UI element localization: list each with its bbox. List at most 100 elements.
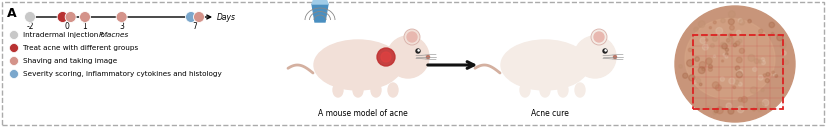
Text: -2: -2 [26,22,34,31]
Circle shape [705,59,711,65]
Text: Intradermal injection of: Intradermal injection of [23,32,110,38]
Circle shape [738,82,742,86]
Text: 7: 7 [192,22,197,31]
Circle shape [714,109,719,113]
Text: A: A [7,7,17,20]
Ellipse shape [388,83,398,97]
Circle shape [722,43,728,49]
Ellipse shape [540,83,550,97]
Circle shape [771,32,774,35]
Text: P. acnes: P. acnes [99,32,129,38]
Circle shape [713,111,716,115]
Circle shape [709,65,712,69]
Circle shape [729,19,734,25]
Circle shape [758,75,763,80]
Circle shape [748,19,752,23]
Circle shape [742,97,748,102]
Circle shape [733,43,737,47]
Circle shape [693,80,696,84]
Circle shape [679,65,682,68]
Circle shape [762,61,766,65]
Circle shape [603,49,607,53]
Circle shape [761,88,764,92]
Circle shape [705,58,712,64]
Circle shape [594,32,604,42]
Circle shape [686,60,694,67]
Circle shape [605,50,606,51]
Circle shape [702,44,709,50]
Circle shape [716,107,724,114]
Circle shape [377,48,395,66]
Circle shape [695,78,700,83]
Circle shape [735,80,739,84]
Circle shape [700,83,702,86]
Circle shape [714,21,716,24]
Circle shape [720,42,727,49]
Circle shape [771,71,775,74]
Circle shape [766,73,770,76]
Circle shape [713,36,717,41]
Circle shape [765,79,769,83]
Ellipse shape [575,83,585,97]
Circle shape [782,51,786,55]
Circle shape [758,29,763,34]
Circle shape [729,33,733,37]
Circle shape [698,21,705,27]
Circle shape [404,29,420,45]
Circle shape [738,39,742,43]
Circle shape [752,67,757,72]
Circle shape [752,108,756,111]
Circle shape [775,75,777,77]
Circle shape [116,12,127,22]
Circle shape [725,48,729,51]
Polygon shape [312,4,328,22]
Circle shape [781,42,786,48]
Circle shape [738,106,744,113]
Circle shape [57,12,69,22]
Circle shape [738,19,743,23]
Circle shape [737,70,743,76]
Circle shape [381,52,391,62]
Circle shape [725,55,728,58]
Circle shape [757,107,762,112]
Circle shape [574,36,616,78]
Circle shape [739,48,744,53]
Circle shape [79,12,91,22]
Ellipse shape [685,18,775,100]
Circle shape [695,57,700,61]
Circle shape [65,12,76,22]
Circle shape [748,54,755,61]
Circle shape [773,73,776,76]
Circle shape [407,32,417,42]
Circle shape [729,78,735,84]
Circle shape [739,19,744,25]
Circle shape [387,36,429,78]
Text: Acne cure: Acne cure [531,109,569,118]
Ellipse shape [675,6,795,122]
Circle shape [726,103,732,109]
Circle shape [682,73,688,78]
Text: Treat acne with different groups: Treat acne with different groups [23,45,138,51]
Circle shape [735,41,740,45]
Circle shape [733,86,736,89]
Circle shape [10,30,18,39]
Circle shape [754,59,759,64]
Ellipse shape [558,83,568,97]
Circle shape [785,60,789,64]
Circle shape [416,49,420,53]
Circle shape [705,39,708,41]
Circle shape [712,82,719,89]
Polygon shape [312,0,328,4]
Circle shape [725,53,728,55]
Circle shape [720,77,724,81]
Circle shape [736,30,741,35]
Ellipse shape [520,83,530,97]
Circle shape [736,72,743,78]
Circle shape [763,74,767,77]
Circle shape [698,67,705,74]
Circle shape [705,45,707,48]
Circle shape [702,67,705,71]
Circle shape [694,27,698,31]
Circle shape [721,19,725,23]
Circle shape [715,85,721,91]
